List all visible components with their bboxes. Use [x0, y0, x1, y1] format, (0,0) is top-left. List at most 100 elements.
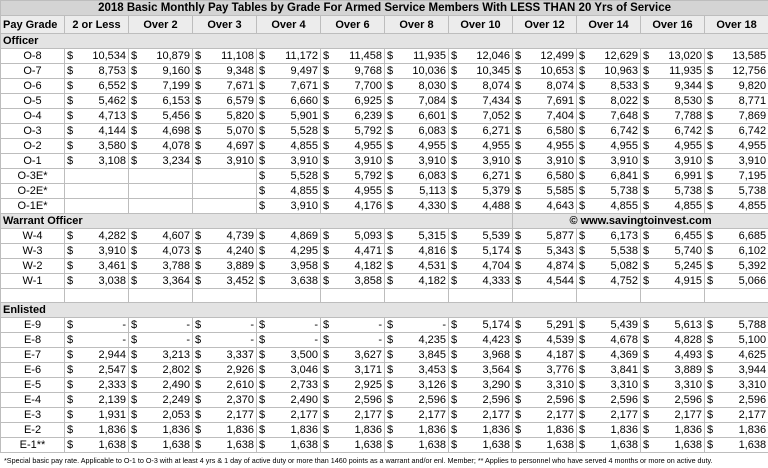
currency-symbol: $: [451, 155, 458, 167]
pay-value: 5,392: [738, 260, 767, 272]
cell-content: $3,858: [323, 275, 382, 288]
pay-value: 6,153: [162, 95, 190, 107]
currency-symbol: $: [707, 409, 714, 421]
cell-content: $5,245: [643, 260, 702, 273]
pay-cell: $4,625: [703, 347, 768, 363]
cell-content: $7,869: [707, 110, 766, 123]
cell-content: $ -: [67, 319, 126, 332]
cell-content: $ -: [67, 334, 126, 347]
cell-content: $5,392: [707, 260, 767, 273]
grade-row: O-3 $4,144 $4,698 $5,070 $5,528 $5,792 $6,083 $…: [0, 123, 768, 139]
pay-cell: $6,742: [703, 123, 768, 139]
grade-row: O-6 $6,552 $7,199 $7,671 $7,671 $7,700 $8,030 $…: [0, 78, 768, 94]
cell-content: $2,177: [387, 409, 446, 422]
pay-value: 2,490: [290, 394, 318, 406]
pay-value: 4,855: [610, 200, 638, 212]
cell-content: $3,776: [515, 364, 574, 377]
currency-symbol: $: [515, 319, 522, 331]
pay-value: 5,070: [226, 125, 254, 137]
cell-content: $5,585: [515, 185, 574, 198]
pay-value: 3,453: [418, 364, 446, 376]
currency-symbol: $: [323, 275, 330, 287]
pay-cell: $4,235: [384, 332, 449, 348]
currency-symbol: $: [707, 80, 714, 92]
pay-cell: $5,456: [128, 108, 193, 124]
cell-content: $1,836: [323, 424, 382, 437]
pay-value: 6,580: [546, 125, 574, 137]
cell-content: $4,855: [259, 140, 318, 153]
section-row: Officer: [0, 33, 768, 49]
currency-symbol: $: [131, 409, 138, 421]
pay-value: 3,968: [482, 349, 510, 361]
pay-cell: $11,458: [320, 48, 385, 64]
pay-value: 3,564: [482, 364, 510, 376]
pay-cell: $2,596: [384, 392, 449, 408]
pay-value: 6,083: [418, 125, 446, 137]
cell-content: $5,315: [387, 230, 446, 243]
pay-value: 5,539: [482, 230, 510, 242]
cell-content: $1,836: [387, 424, 446, 437]
pay-cell: $5,738: [576, 183, 641, 199]
pay-value: 5,291: [546, 319, 574, 331]
pay-value: 5,082: [610, 260, 638, 272]
pay-cell: [192, 183, 257, 199]
pay-cell: $5,439: [576, 317, 641, 333]
currency-symbol: $: [707, 424, 714, 436]
pay-cell: $3,310: [640, 377, 705, 393]
pay-value: 3,910: [674, 155, 702, 167]
pay-value: 4,698: [162, 125, 190, 137]
cell-content: $3,910: [707, 155, 766, 168]
pay-value: 1,836: [98, 424, 126, 436]
pay-cell: $1,836: [128, 422, 193, 438]
cell-content: $1,638: [323, 439, 382, 452]
cell-content: $6,841: [579, 170, 638, 183]
cell-content: $8,530: [643, 95, 702, 108]
pay-value: 9,820: [738, 80, 767, 92]
pay-cell: $6,841: [576, 168, 641, 184]
cell-content: $4,704: [451, 260, 510, 273]
pay-value: 3,500: [290, 349, 318, 361]
pay-cell: $6,239: [320, 108, 385, 124]
pay-value: 5,462: [98, 95, 126, 107]
pay-cell: $8,022: [576, 93, 641, 109]
pay-cell: $7,671: [192, 78, 257, 94]
pay-value: 4,855: [674, 200, 702, 212]
pay-value: 5,456: [162, 110, 190, 122]
pay-cell: $3,910: [703, 153, 768, 169]
pay-value: 7,199: [162, 80, 190, 92]
pay-value: 3,213: [162, 349, 190, 361]
currency-symbol: $: [643, 394, 650, 406]
pay-value: 8,771: [738, 95, 767, 107]
pay-cell: $ -: [64, 317, 129, 333]
pay-value: 3,364: [162, 275, 190, 287]
cell-content: $ -: [195, 319, 254, 332]
cell-content: $2,596: [323, 394, 382, 407]
currency-symbol: $: [451, 260, 458, 272]
cell-content: $3,889: [643, 364, 702, 377]
currency-symbol: $: [451, 424, 458, 436]
pay-cell: $4,073: [128, 243, 193, 259]
cell-content: $3,788: [131, 260, 190, 273]
pay-cell: $8,074: [448, 78, 513, 94]
pay-cell: $7,700: [320, 78, 385, 94]
pay-value: 6,455: [674, 230, 702, 242]
pay-value: 6,552: [98, 80, 126, 92]
currency-symbol: $: [195, 424, 202, 436]
pay-value: 3,171: [354, 364, 382, 376]
currency-symbol: $: [451, 185, 458, 197]
pay-value: 4,678: [610, 334, 638, 346]
pay-value: 6,579: [226, 95, 254, 107]
grade: O-7: [0, 63, 65, 79]
currency-symbol: $: [195, 409, 202, 421]
cell-content: $5,738: [579, 185, 638, 198]
pay-value: 5,738: [674, 185, 702, 197]
currency-symbol: $: [67, 424, 74, 436]
pay-cell: $2,177: [576, 407, 641, 423]
cell-content: $2,333: [67, 379, 126, 392]
cell-content: $3,910: [259, 155, 318, 168]
pay-value: 7,671: [290, 80, 318, 92]
pay-cell: $5,528: [256, 123, 321, 139]
grade-row: O-4 $4,713 $5,456 $5,820 $5,901 $6,239 $6,601 $…: [0, 108, 768, 124]
pay-value: 3,910: [98, 245, 126, 257]
cell-content: $3,910: [195, 155, 254, 168]
